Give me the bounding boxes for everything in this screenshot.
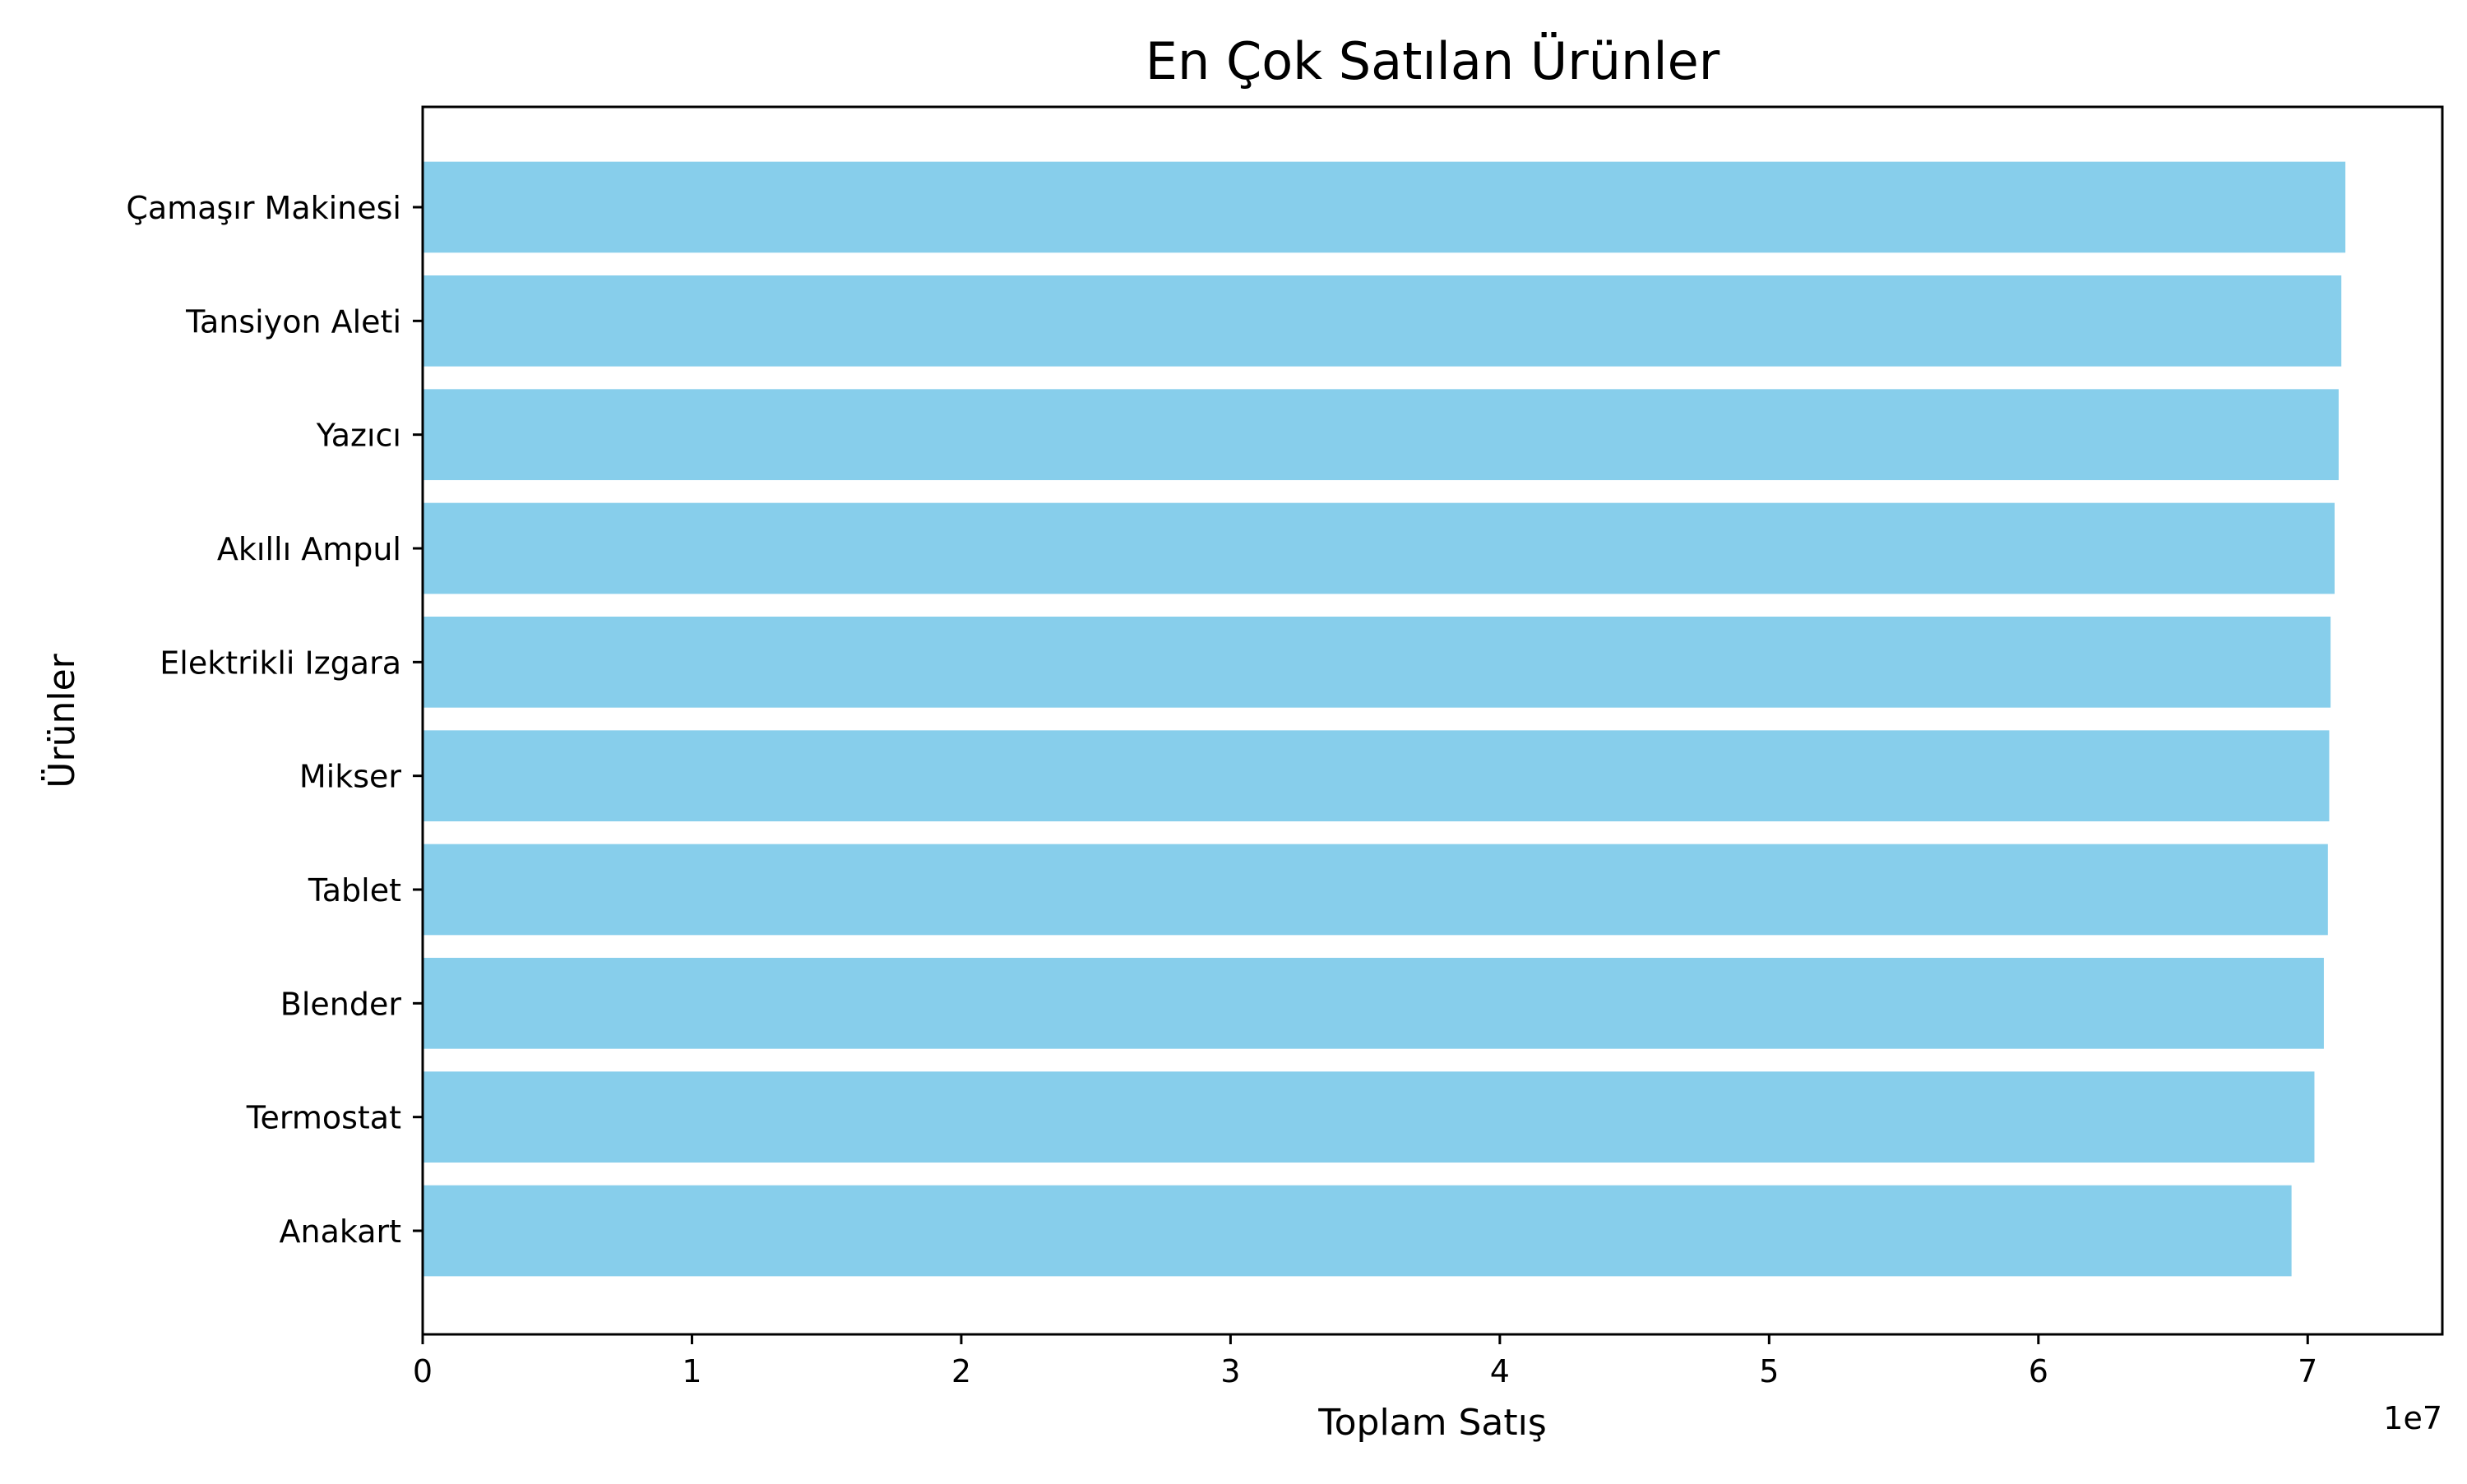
x-tick-label: 1 [682,1353,701,1389]
y-tick-label: Tansiyon Aleti [185,303,401,340]
x-axis-label: Toplam Satış [1317,1402,1547,1444]
x-tick-label: 2 [951,1353,971,1389]
y-tick-label: Elektrikli Izgara [160,645,401,681]
bar [423,958,2324,1049]
x-tick-label: 5 [1759,1353,1779,1389]
bar [423,617,2331,708]
x-tick-label: 6 [2029,1353,2048,1389]
x-tick-label: 0 [413,1353,433,1389]
y-tick-label: Çamaşır Makinesi [126,190,401,226]
bars-layer [423,161,2346,1277]
y-tick-label: Mikser [299,759,402,795]
x-tick-label: 3 [1220,1353,1240,1389]
plot-frame [421,105,2444,1336]
y-tick-label: Termostat [246,1100,401,1136]
bar [423,275,2342,367]
x-axis: 0 1 2 3 4 5 6 7 [413,1334,2317,1389]
y-axis: Çamaşır Makinesi Tansiyon Aleti Yazıcı Akıl… [126,190,423,1250]
bar [423,161,2346,253]
y-axis-label: Ürünler [40,653,83,788]
x-tick-label: 4 [1490,1353,1510,1389]
bar [423,730,2330,821]
y-tick-label: Tablet [308,872,401,908]
x-axis-scale-label: 1e7 [2383,1400,2442,1436]
x-tick-label: 7 [2298,1353,2317,1389]
y-tick-label: Akıllı Ampul [217,531,401,567]
bar [423,1071,2315,1163]
y-tick-label: Blender [280,986,402,1022]
bar [423,389,2339,480]
bar [423,844,2328,936]
bar [423,1185,2292,1277]
chart-title: En Çok Satılan Ürünler [1146,31,1720,91]
y-tick-label: Anakart [279,1214,401,1250]
y-tick-label: Yazıcı [316,418,401,454]
bar [423,502,2335,594]
